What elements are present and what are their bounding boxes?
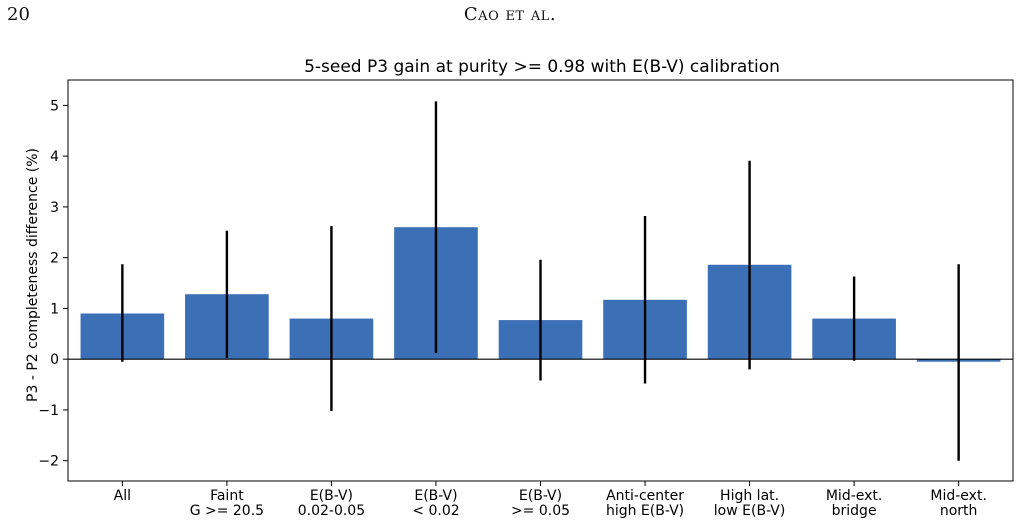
x-tick-label: Anti-center high E(B-V) (606, 488, 684, 519)
x-tick-label: High lat. low E(B-V) (714, 488, 786, 519)
y-tick-label: 4 (50, 149, 59, 165)
y-tick-label: 0 (50, 352, 59, 368)
y-tick-label: −2 (38, 454, 59, 470)
running-head: 20 Cao et al. (0, 0, 1020, 40)
y-tick-label: 3 (50, 200, 59, 216)
x-tick-label: E(B-V) 0.02-0.05 (298, 488, 365, 519)
x-tick-label: E(B-V) >= 0.05 (511, 488, 570, 519)
y-axis-label: P3 - P2 completeness difference (%) (25, 148, 41, 402)
x-tick-label: Mid-ext. bridge (826, 488, 883, 519)
y-tick-label: 2 (50, 251, 59, 267)
x-tick-label: E(B-V) < 0.02 (412, 488, 459, 519)
plot-area: −2 −1 0 1 2 3 4 5 All Faint G >= 20.5 E(B-V) 0.02-0.… (38, 98, 1013, 519)
x-tick-label: Faint G >= 20.5 (190, 488, 264, 519)
page-number: 20 (7, 4, 30, 25)
y-tick-label: −1 (38, 403, 59, 419)
axes-frame (67, 79, 1014, 482)
x-tick-label: All (114, 488, 131, 504)
running-head-authors: Cao et al. (463, 4, 557, 25)
chart-title: 5-seed P3 gain at purity >= 0.98 with E(… (304, 57, 780, 77)
y-tick-label: 1 (50, 301, 59, 317)
y-tick-label: 5 (50, 98, 59, 114)
x-tick-label: Mid-ext. north (930, 488, 987, 519)
